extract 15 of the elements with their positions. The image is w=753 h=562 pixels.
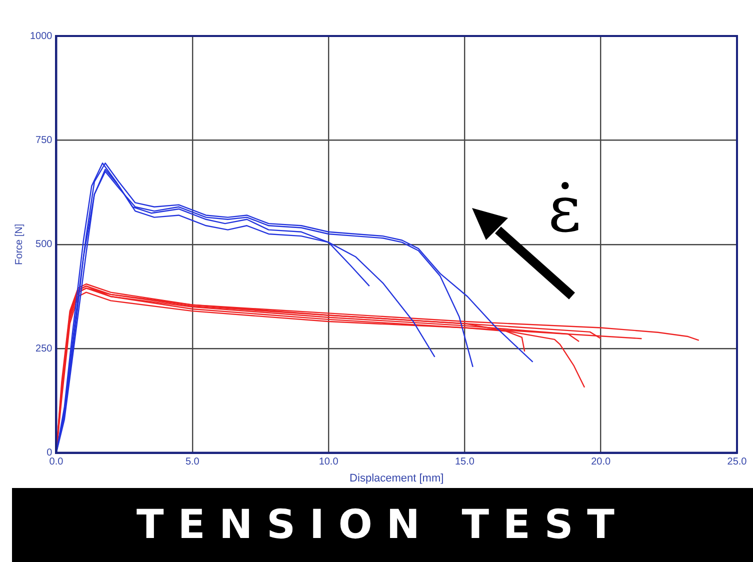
x-tick-label: 25.0 <box>727 456 748 468</box>
y-tick-label: 250 <box>36 343 53 354</box>
y-tick-label: 0 <box>46 448 53 459</box>
x-tick-label: 15.0 <box>454 456 475 468</box>
x-tick-label: 0.0 <box>49 456 64 468</box>
y-tick-label: 500 <box>36 239 53 250</box>
y-tick-label: 750 <box>36 134 53 146</box>
x-tick-label: 10.0 <box>318 456 339 468</box>
text: TENSION TEST <box>12 488 753 562</box>
x-axis-title: Displacement [mm] <box>350 472 444 484</box>
x-tick-label: 20.0 <box>591 456 612 468</box>
annotation: ε̇ <box>548 173 582 247</box>
y-axis-title: Force [N] <box>14 224 25 265</box>
x-tick-label: 5.0 <box>185 456 200 468</box>
y-tick-label: 1000 <box>30 30 53 42</box>
